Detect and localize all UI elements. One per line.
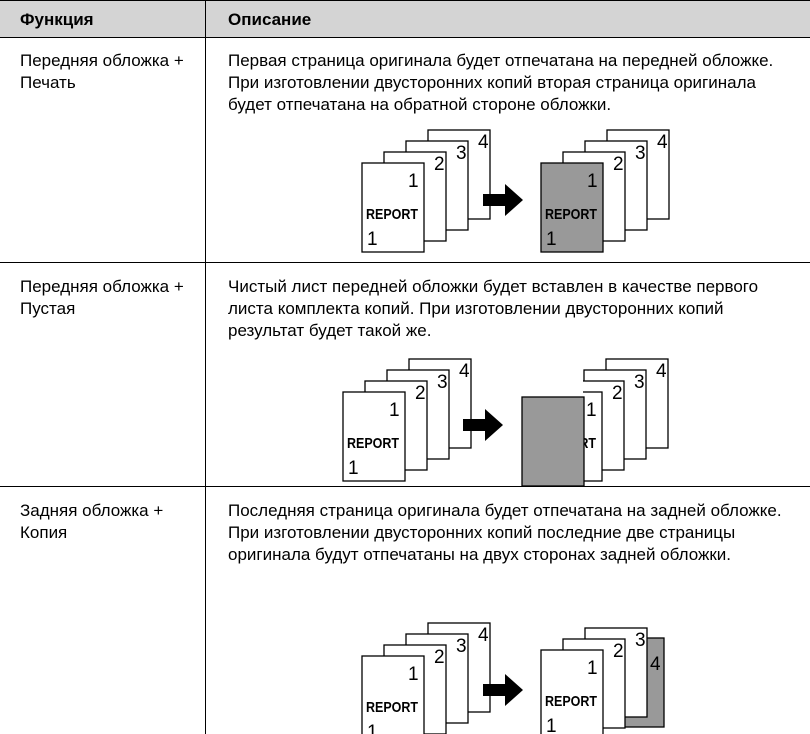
sheet: [361, 655, 425, 734]
function-cell: Передняя обложка + Пустая: [20, 276, 184, 320]
report-label: REPORT: [366, 206, 418, 223]
page-number: 4: [650, 654, 661, 675]
page-number: 1: [348, 458, 359, 479]
report-label: REPORT: [366, 699, 418, 716]
row-divider: [0, 37, 810, 38]
function-cell: Задняя обложка + Копия: [20, 500, 163, 544]
report-label: REPORT: [545, 206, 597, 223]
report-label: REPORT: [544, 435, 596, 452]
page-number: 2: [434, 154, 445, 175]
page-number: 2: [613, 154, 624, 175]
page-number: 2: [434, 647, 445, 668]
function-line: Передняя обложка +: [20, 277, 184, 296]
report-label: REPORT: [545, 693, 597, 710]
function-line: Печать: [20, 73, 76, 92]
page-number: 1: [367, 722, 378, 734]
page-number: 3: [635, 143, 646, 164]
page-number: 1: [367, 229, 378, 250]
column-divider: [205, 0, 206, 734]
page-number: 4: [656, 361, 667, 382]
sheet: [540, 162, 604, 253]
function-cell: Передняя обложка + Печать: [20, 50, 184, 94]
row-divider: [0, 262, 810, 263]
header-cell: Описание: [228, 10, 312, 29]
page-number: 1: [586, 400, 597, 421]
arrow: [483, 184, 523, 216]
description-cell: Чистый лист передней обложки будет встав…: [228, 277, 759, 340]
description-cell: Последняя страница оригинала будет отпеч…: [228, 501, 782, 564]
function-line: Задняя обложка +: [20, 501, 164, 520]
sheet: [540, 649, 604, 734]
page-number: 3: [456, 636, 467, 657]
page-number: 3: [456, 143, 467, 164]
page-number: 1: [408, 171, 419, 192]
row-divider: [0, 486, 810, 487]
page-number: 1: [587, 658, 598, 679]
sheet: [342, 391, 406, 482]
page-number: 2: [613, 641, 624, 662]
sheet: [361, 162, 425, 253]
page-number: 3: [634, 372, 645, 393]
page-number: 1: [546, 229, 557, 250]
function-line: Передняя обложка +: [20, 51, 184, 70]
description-cell: Первая страница оригинала будет отпечата…: [228, 51, 774, 114]
arrow: [463, 409, 503, 441]
header-cell: Функция: [20, 10, 94, 29]
page-number: 1: [408, 664, 419, 685]
sheet: [583, 391, 603, 482]
table-header: Функция Описание: [0, 0, 810, 38]
page-number: 3: [635, 630, 646, 651]
sheet: [521, 396, 585, 487]
page-number: 4: [657, 132, 668, 153]
page-number: 1: [587, 171, 598, 192]
page-number: 4: [459, 361, 470, 382]
report-label: REPORT: [347, 435, 399, 452]
page-number: 2: [415, 383, 426, 404]
function-line: Копия: [20, 523, 68, 542]
page-number: 4: [478, 625, 489, 646]
page-number: 3: [437, 372, 448, 393]
page-number: 4: [478, 132, 489, 153]
function-line: Пустая: [20, 299, 76, 318]
page-number: 1: [389, 400, 400, 421]
arrow: [483, 674, 523, 706]
page-number: 1: [546, 716, 557, 734]
page-number: 2: [612, 383, 623, 404]
